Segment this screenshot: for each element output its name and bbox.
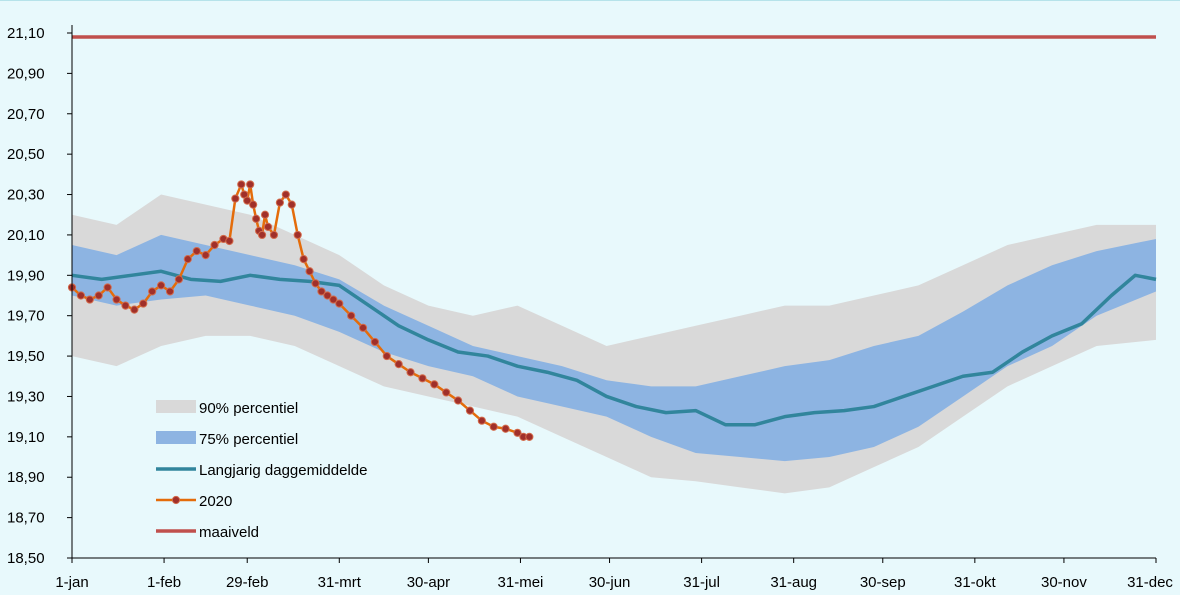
series-2020-point [317, 287, 326, 296]
series-2020-point [85, 295, 94, 304]
series-2020-point [237, 180, 246, 189]
y-axis-ticks: 21,10 20,90 20,70 20,50 20,30 20,10 19,90 19,70… [7, 25, 72, 567]
legend-swatch-75-percentile [156, 431, 196, 444]
series-2020-point [275, 198, 284, 207]
x-tick-label: 31-jul [683, 574, 720, 591]
series-2020-point [121, 301, 130, 310]
series-2020-point [130, 305, 139, 314]
series-2020-point [257, 230, 267, 240]
series-2020-point [406, 368, 415, 377]
legend-label: 90% percentiel [199, 400, 298, 417]
series-2020-point [249, 200, 258, 209]
series-2020-point [281, 190, 290, 199]
series-2020-point [418, 374, 427, 383]
series-2020-point [139, 299, 148, 308]
series-2020-point [489, 422, 498, 431]
x-tick-label: 29-feb [226, 574, 269, 591]
series-2020-point [465, 406, 475, 415]
series-2020-point [442, 388, 451, 397]
series-2020-point [192, 246, 201, 256]
legend-label: 2020 [199, 493, 232, 510]
series-2020-point [165, 287, 175, 296]
legend: 90% percentiel 75% percentiel Langjarig da… [156, 400, 367, 541]
series-2020-point [252, 214, 261, 223]
percentile-bands [72, 194, 1156, 494]
x-tick-label: 31-mei [498, 574, 544, 591]
y-tick-label: 19,10 [7, 429, 45, 446]
series-2020-point [231, 194, 240, 203]
y-tick-label: 19,90 [7, 267, 45, 284]
series-2020-point [225, 236, 234, 246]
series-2020-point [305, 267, 314, 276]
y-tick-label: 19,70 [7, 308, 45, 325]
series-2020-point [382, 351, 391, 361]
x-tick-label: 1-jan [55, 574, 88, 591]
series-2020-point [76, 291, 86, 300]
series-2020-point [477, 416, 486, 425]
x-tick-label: 31-mrt [318, 574, 362, 591]
series-2020-point [201, 251, 210, 260]
series-2020-point [174, 275, 184, 284]
y-tick-label: 19,30 [7, 388, 45, 405]
x-tick-label: 30-jun [589, 574, 631, 591]
series-2020-point [260, 210, 270, 219]
legend-label: 75% percentiel [199, 431, 298, 448]
series-2020-point [299, 255, 308, 264]
series-2020-point [453, 396, 463, 405]
y-tick-label: 20,50 [7, 146, 45, 163]
x-axis-ticks: 1-jan 1-feb 29-feb 31-mrt 30-apr 31-mei 30-jun… [55, 558, 1173, 591]
x-tick-label: 31-aug [770, 574, 817, 591]
y-tick-label: 18,90 [7, 469, 45, 486]
x-tick-label: 31-dec [1127, 574, 1173, 591]
legend-marker-2020 [171, 495, 181, 505]
series-2020-point [183, 255, 192, 264]
series-2020-point [329, 295, 338, 304]
series-markers [67, 180, 534, 441]
series-2020-point [525, 432, 534, 441]
series-2020-point [156, 281, 166, 290]
series-2020-point [246, 180, 255, 189]
y-tick-label: 20,30 [7, 187, 45, 204]
series-2020-point [347, 311, 356, 320]
long-term-mean-line [71, 269, 1157, 427]
y-tick-label: 21,10 [7, 25, 45, 42]
legend-label: Langjarig daggemiddelde [199, 462, 367, 479]
series-2020-point [103, 283, 112, 292]
series-2020-point [358, 323, 368, 332]
series-2020-point [370, 337, 380, 347]
x-tick-label: 30-nov [1041, 574, 1087, 591]
series-2020-point [394, 360, 403, 369]
y-tick-label: 20,90 [7, 65, 45, 82]
series-2020-point [243, 196, 252, 205]
x-tick-label: 1-feb [147, 574, 181, 591]
y-tick-label: 19,50 [7, 348, 45, 365]
legend-swatch-90-percentile [156, 400, 196, 413]
series-2020-point [94, 291, 103, 300]
series-2020-point [323, 291, 332, 300]
x-tick-label: 30-apr [407, 574, 450, 591]
y-tick-label: 20,70 [7, 106, 45, 123]
x-tick-label: 31-okt [954, 574, 997, 591]
series-2020-point [311, 279, 320, 288]
series-2020-point [287, 200, 296, 209]
series-2020-point [269, 230, 279, 240]
y-tick-label: 20,10 [7, 227, 45, 244]
series-2020-point [112, 295, 121, 304]
series-2020-point [430, 380, 439, 389]
series-2020-point [293, 230, 302, 240]
series-2020-point [335, 299, 344, 308]
series-2020-point [501, 424, 510, 433]
series-2020-point [263, 222, 273, 231]
series-2020-point [210, 240, 219, 250]
series-2020-point [513, 428, 522, 437]
series-2020-point [148, 287, 157, 296]
y-tick-label: 18,50 [7, 550, 45, 567]
legend-label: maaiveld [199, 524, 259, 541]
y-tick-label: 18,70 [7, 510, 45, 527]
x-tick-label: 30-sep [860, 574, 906, 591]
